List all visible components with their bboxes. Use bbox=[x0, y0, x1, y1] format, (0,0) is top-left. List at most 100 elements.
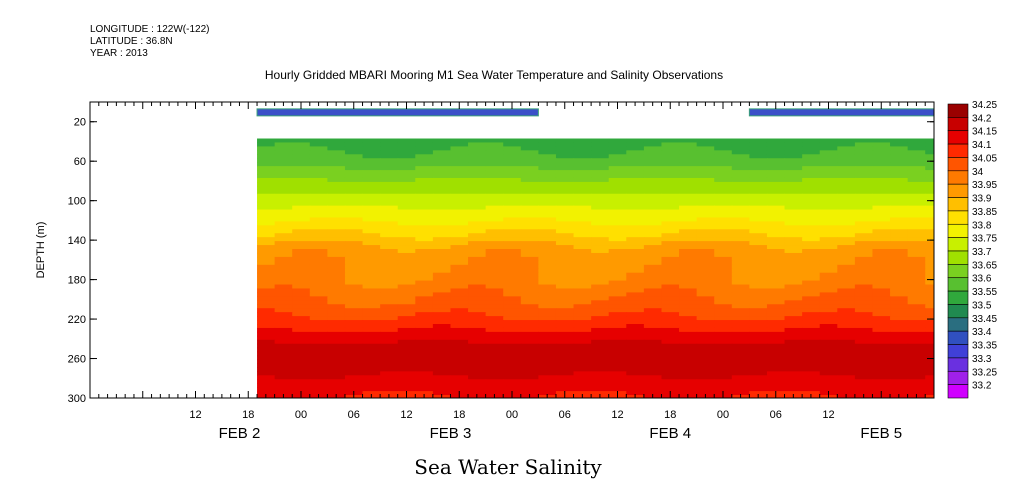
heatmap-cell bbox=[344, 312, 364, 317]
heatmap-cell bbox=[450, 359, 469, 365]
heatmap-cell bbox=[274, 162, 293, 167]
heatmap-cell bbox=[362, 241, 381, 246]
heatmap-cell bbox=[309, 316, 328, 321]
heatmap-cell bbox=[415, 209, 434, 215]
heatmap-cell bbox=[819, 185, 838, 191]
colorbar-label: 33.2 bbox=[972, 381, 992, 392]
heatmap-cell bbox=[432, 264, 452, 270]
heatmap-cell bbox=[766, 304, 786, 309]
heatmap-cell bbox=[397, 201, 416, 207]
heatmap-cell bbox=[503, 347, 522, 353]
heatmap-cell bbox=[626, 304, 645, 309]
heatmap-cell bbox=[503, 217, 522, 222]
heatmap-cell bbox=[397, 272, 416, 278]
heatmap-cell bbox=[854, 280, 874, 286]
heatmap-cell bbox=[450, 272, 469, 278]
heatmap-cell bbox=[766, 256, 786, 262]
heatmap-cell bbox=[397, 276, 416, 282]
heatmap-cell bbox=[555, 300, 575, 305]
heatmap-cell bbox=[784, 256, 803, 262]
heatmap-cell bbox=[731, 292, 750, 297]
heatmap-cell bbox=[766, 296, 786, 301]
heatmap-cell bbox=[573, 288, 592, 294]
heatmap-cell bbox=[890, 379, 909, 384]
heatmap-cell bbox=[450, 308, 469, 313]
heatmap-cell bbox=[819, 201, 838, 207]
heatmap-cell bbox=[837, 154, 856, 159]
heatmap-cell bbox=[432, 276, 452, 282]
heatmap-cell bbox=[679, 150, 698, 155]
heatmap-cell bbox=[257, 331, 276, 337]
heatmap-cell bbox=[327, 355, 346, 361]
heatmap-cell bbox=[397, 146, 416, 151]
heatmap-cell bbox=[679, 264, 698, 270]
heatmap-cell bbox=[591, 213, 610, 219]
heatmap-cell bbox=[573, 142, 592, 147]
heatmap-cell bbox=[643, 331, 663, 337]
heatmap-cell bbox=[362, 264, 381, 270]
heatmap-cell bbox=[485, 316, 504, 321]
heatmap-cell bbox=[890, 387, 909, 392]
heatmap-cell bbox=[397, 343, 416, 349]
heatmap-cell bbox=[380, 193, 399, 199]
heatmap-cell bbox=[327, 320, 346, 325]
heatmap-cell bbox=[696, 150, 715, 155]
heatmap-cell bbox=[415, 304, 434, 309]
heatmap-cell bbox=[485, 312, 504, 317]
heatmap-cell bbox=[573, 268, 592, 274]
colorbar-swatch bbox=[947, 210, 969, 225]
heatmap-cell bbox=[327, 296, 346, 301]
heatmap-cell bbox=[854, 229, 874, 234]
heatmap-cell bbox=[802, 209, 821, 215]
heatmap-cell bbox=[731, 304, 750, 309]
heatmap-cell bbox=[468, 324, 487, 329]
heatmap-cell bbox=[696, 264, 715, 270]
heatmap-cell bbox=[766, 245, 786, 250]
heatmap-cell bbox=[257, 312, 276, 317]
heatmap-cell bbox=[309, 174, 328, 179]
y-tick-label: 260 bbox=[68, 354, 86, 366]
heatmap-cell bbox=[432, 256, 452, 262]
heatmap-cell bbox=[397, 233, 416, 238]
heatmap-cell bbox=[274, 312, 293, 317]
heatmap-cell bbox=[485, 359, 504, 365]
heatmap-cell bbox=[468, 256, 487, 262]
heatmap-cell bbox=[468, 154, 487, 159]
heatmap-cell bbox=[608, 170, 627, 175]
heatmap-cell bbox=[503, 312, 522, 317]
bottom-title: Sea Water Salinity bbox=[414, 455, 602, 479]
heatmap-cell bbox=[696, 292, 715, 297]
heatmap-cell bbox=[626, 276, 645, 282]
heatmap-cell bbox=[555, 355, 575, 361]
heatmap-cell bbox=[485, 197, 504, 203]
heatmap-cell bbox=[274, 327, 293, 333]
heatmap-cell bbox=[802, 351, 821, 357]
heatmap-cell bbox=[925, 304, 934, 309]
heatmap-cell bbox=[415, 260, 434, 266]
heatmap-cell bbox=[643, 288, 663, 294]
heatmap-cell bbox=[380, 249, 399, 254]
heatmap-cell bbox=[854, 268, 874, 274]
heatmap-cell bbox=[626, 154, 645, 159]
heatmap-cell bbox=[608, 138, 627, 144]
heatmap-cell bbox=[854, 387, 874, 392]
heatmap-cell bbox=[503, 221, 522, 226]
heatmap-cell bbox=[432, 375, 452, 380]
heatmap-cell bbox=[397, 209, 416, 215]
heatmap-cell bbox=[714, 387, 733, 392]
heatmap-cell bbox=[432, 193, 452, 199]
heatmap-cell bbox=[784, 229, 803, 234]
heatmap-cell bbox=[714, 343, 733, 349]
heatmap-cell bbox=[643, 158, 663, 163]
heatmap-cell bbox=[344, 268, 364, 274]
heatmap-cell bbox=[890, 300, 909, 305]
heatmap-cell bbox=[661, 138, 680, 144]
heatmap-cell bbox=[591, 268, 610, 274]
heatmap-cell bbox=[608, 308, 627, 313]
heatmap-cell bbox=[538, 339, 557, 345]
heatmap-cell bbox=[327, 189, 346, 195]
heatmap-cell bbox=[450, 150, 469, 155]
heatmap-cell bbox=[872, 363, 891, 369]
heatmap-cell bbox=[661, 189, 680, 195]
heatmap-cell bbox=[819, 158, 838, 163]
